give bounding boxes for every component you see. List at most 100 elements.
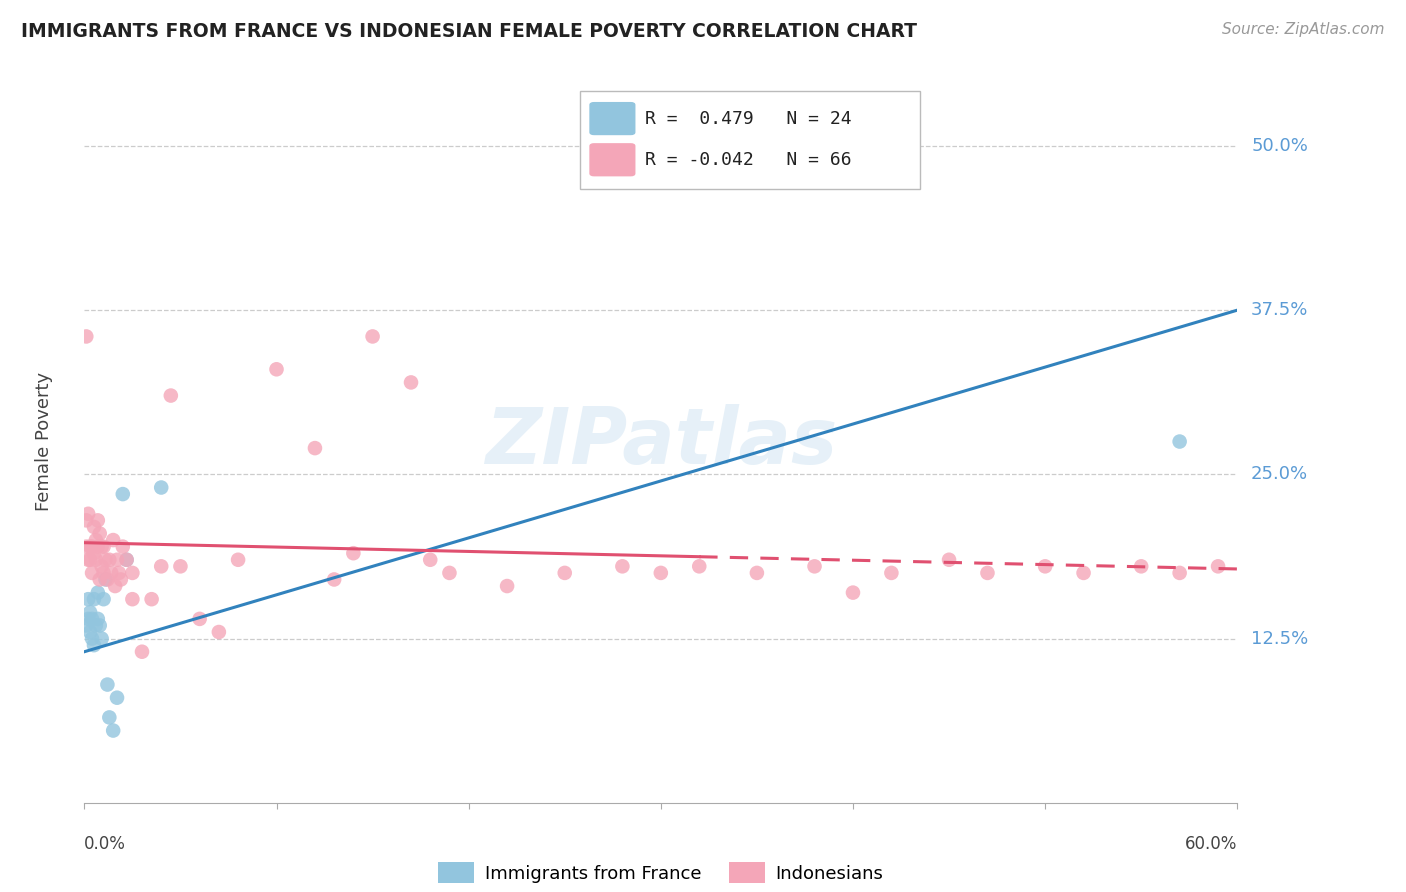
- Text: 60.0%: 60.0%: [1185, 835, 1237, 854]
- Point: [75, 540, 97, 554]
- Point: [80, 540, 103, 554]
- Point: [150, 559, 173, 574]
- Point: [98, 710, 121, 724]
- Point: [110, 573, 132, 587]
- Point: [77, 507, 100, 521]
- Point: [121, 592, 143, 607]
- Text: 12.5%: 12.5%: [1251, 630, 1309, 648]
- Point: [93, 566, 115, 580]
- Text: Female Poverty: Female Poverty: [35, 372, 53, 511]
- Point: [80, 612, 103, 626]
- Point: [83, 546, 105, 560]
- Point: [90, 632, 112, 646]
- Point: [89, 618, 111, 632]
- Point: [439, 566, 461, 580]
- Point: [96, 573, 118, 587]
- Point: [554, 566, 576, 580]
- Point: [90, 540, 112, 554]
- Point: [83, 592, 105, 607]
- Point: [1130, 559, 1153, 574]
- Point: [1168, 434, 1191, 449]
- Point: [188, 612, 211, 626]
- Point: [77, 592, 100, 607]
- Point: [105, 690, 128, 705]
- Point: [612, 559, 634, 574]
- Point: [938, 553, 960, 567]
- Point: [105, 553, 128, 567]
- Point: [361, 329, 384, 343]
- Point: [79, 553, 101, 567]
- Point: [87, 540, 110, 554]
- Point: [89, 526, 111, 541]
- Point: [75, 513, 97, 527]
- Point: [115, 553, 138, 567]
- Text: 0.0%: 0.0%: [84, 835, 127, 854]
- Point: [976, 566, 998, 580]
- Point: [96, 677, 118, 691]
- Point: [93, 592, 115, 607]
- Point: [266, 362, 288, 376]
- Point: [77, 612, 100, 626]
- Point: [399, 376, 422, 390]
- Point: [84, 533, 107, 547]
- Point: [688, 559, 710, 574]
- Point: [89, 573, 111, 587]
- Point: [842, 585, 865, 599]
- Text: Source: ZipAtlas.com: Source: ZipAtlas.com: [1222, 22, 1385, 37]
- Text: 25.0%: 25.0%: [1251, 466, 1308, 483]
- Point: [1073, 566, 1095, 580]
- Point: [1206, 559, 1229, 574]
- Text: 37.5%: 37.5%: [1251, 301, 1309, 319]
- Text: 50.0%: 50.0%: [1251, 137, 1308, 155]
- Point: [77, 553, 100, 567]
- Point: [75, 329, 97, 343]
- Point: [121, 566, 143, 580]
- Point: [87, 513, 110, 527]
- Point: [496, 579, 519, 593]
- Point: [226, 553, 249, 567]
- Point: [87, 612, 110, 626]
- Point: [104, 579, 127, 593]
- FancyBboxPatch shape: [589, 102, 636, 136]
- Point: [150, 481, 173, 495]
- Point: [79, 625, 101, 640]
- Point: [304, 441, 326, 455]
- Point: [1168, 566, 1191, 580]
- FancyBboxPatch shape: [581, 91, 921, 189]
- FancyBboxPatch shape: [589, 143, 636, 177]
- Point: [93, 540, 115, 554]
- Point: [79, 605, 101, 619]
- Point: [94, 553, 117, 567]
- Point: [103, 723, 124, 738]
- Point: [83, 638, 105, 652]
- Legend: Immigrants from France, Indonesians: Immigrants from France, Indonesians: [430, 855, 891, 890]
- Point: [160, 388, 183, 402]
- Point: [342, 546, 364, 560]
- Point: [131, 645, 153, 659]
- Text: R =  0.479   N = 24: R = 0.479 N = 24: [645, 110, 851, 128]
- Point: [80, 632, 103, 646]
- Point: [650, 566, 672, 580]
- Point: [108, 566, 131, 580]
- Point: [103, 533, 124, 547]
- Point: [208, 625, 231, 640]
- Text: ZIPatlas: ZIPatlas: [485, 403, 837, 480]
- Point: [90, 559, 112, 574]
- Point: [75, 618, 97, 632]
- Point: [98, 553, 121, 567]
- Point: [803, 559, 825, 574]
- Point: [79, 540, 101, 554]
- Point: [111, 487, 134, 501]
- Point: [419, 553, 441, 567]
- Text: IMMIGRANTS FROM FRANCE VS INDONESIAN FEMALE POVERTY CORRELATION CHART: IMMIGRANTS FROM FRANCE VS INDONESIAN FEM…: [21, 22, 917, 41]
- Point: [745, 566, 768, 580]
- Text: R = -0.042   N = 66: R = -0.042 N = 66: [645, 151, 851, 169]
- Point: [87, 585, 110, 599]
- Point: [83, 520, 105, 534]
- Point: [111, 540, 134, 554]
- Point: [94, 573, 117, 587]
- Point: [84, 553, 107, 567]
- Point: [323, 573, 346, 587]
- Point: [141, 592, 163, 607]
- Point: [169, 559, 191, 574]
